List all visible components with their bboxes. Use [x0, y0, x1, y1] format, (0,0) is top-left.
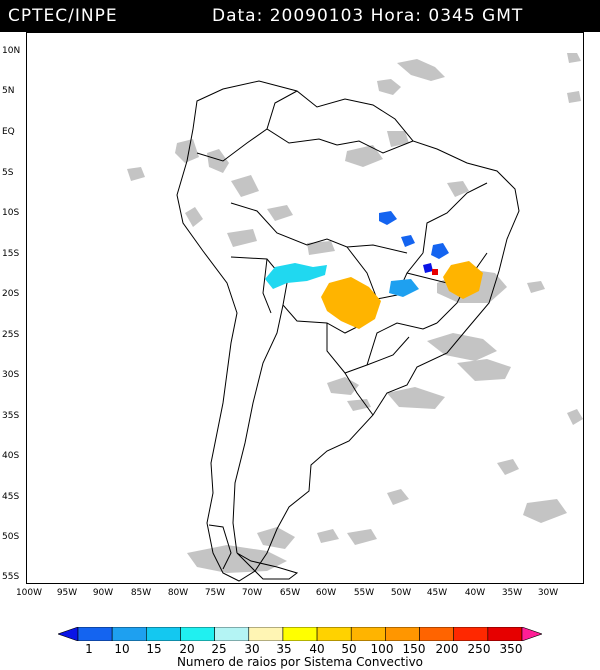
title-bar: CPTEC/INPE Data: 20090103 Hora: 0345 GMT [0, 0, 600, 32]
system-blue-east [431, 243, 449, 259]
cloud-cover [127, 53, 583, 573]
legend-value: 150 [402, 642, 426, 656]
system-blue-mid [401, 235, 415, 247]
system-blue-north [379, 211, 397, 225]
legend-swatch [180, 627, 215, 641]
legend-swatch [282, 627, 318, 641]
lon-label: 50W [390, 588, 412, 598]
legend-swatch [111, 627, 147, 641]
lon-label: 95W [56, 588, 78, 598]
system-orange-center [321, 277, 381, 329]
lon-label: 40W [464, 588, 486, 598]
source-label: CPTEC/INPE [8, 6, 118, 26]
legend-swatch [58, 627, 79, 641]
lat-label: EQ [2, 127, 15, 137]
legend-value: 30 [244, 642, 260, 656]
legend-value: 100 [370, 642, 394, 656]
lat-label: 45S [2, 492, 20, 502]
legend-swatch [487, 627, 523, 641]
lon-label: 70W [241, 588, 263, 598]
system-cyan-east [389, 279, 419, 297]
legend-caption: Numero de raios por Sistema Convectivo [176, 655, 424, 669]
lon-label: 35W [501, 588, 523, 598]
legend-swatch [350, 627, 386, 641]
datetime-label: Data: 20090103 Hora: 0345 GMT [212, 6, 524, 26]
legend-swatch [214, 627, 250, 641]
lat-label: 50S [2, 532, 20, 542]
lat-label: 40S [2, 451, 20, 461]
legend-swatch [316, 627, 352, 641]
legend-value: 350 [499, 642, 523, 656]
lat-label: 5S [2, 168, 14, 178]
lat-label: 25S [2, 330, 20, 340]
legend-value: 1 [85, 642, 93, 656]
legend-value: 10 [114, 642, 130, 656]
lat-label: 35S [2, 411, 20, 421]
lon-label: 100W [15, 588, 43, 598]
legend-swatch [419, 627, 454, 641]
system-orange-east [443, 261, 483, 299]
legend-swatch [521, 627, 542, 641]
legend-swatch [146, 627, 181, 641]
lat-label: 30S [2, 370, 20, 380]
legend-value: 15 [146, 642, 162, 656]
lat-label: 55S [2, 572, 20, 582]
legend-swatch [248, 627, 284, 641]
convective-systems [265, 211, 483, 329]
legend-value: 35 [276, 642, 292, 656]
lat-label: 10S [2, 208, 20, 218]
system-cyan-west [265, 263, 327, 289]
map-frame [26, 32, 584, 584]
lon-label: 65W [279, 588, 301, 598]
lat-label: 20S [2, 289, 20, 299]
lat-label: 5N [2, 86, 15, 96]
legend-swatch [385, 627, 420, 641]
system-blue-small [423, 263, 433, 273]
lat-label: 10N [2, 46, 21, 56]
lon-label: 80W [167, 588, 189, 598]
coastline [176, 80, 520, 582]
lon-label: 45W [426, 588, 448, 598]
legend-value: 250 [467, 642, 491, 656]
lon-label: 90W [92, 588, 114, 598]
legend-value: 200 [435, 642, 459, 656]
lon-label: 75W [204, 588, 226, 598]
lon-label: 30W [537, 588, 559, 598]
map-canvas [127, 53, 583, 582]
lat-label: 15S [2, 249, 20, 259]
legend-swatch [77, 627, 113, 641]
legend-value: 20 [179, 642, 195, 656]
lon-label: 85W [130, 588, 152, 598]
system-red [432, 269, 438, 275]
lon-label: 55W [353, 588, 375, 598]
color-legend [58, 627, 542, 641]
legend-value: 25 [211, 642, 227, 656]
legend-value: 50 [341, 642, 357, 656]
lon-label: 60W [315, 588, 337, 598]
legend-value: 40 [309, 642, 325, 656]
legend-swatch [453, 627, 489, 641]
